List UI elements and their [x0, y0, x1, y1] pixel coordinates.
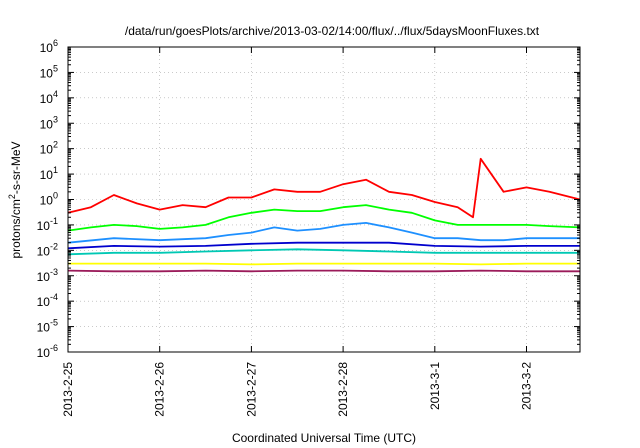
series-line-7 [67, 269, 580, 273]
y-tick-label: 10-6 [37, 343, 58, 360]
y-tick-label: 106 [40, 38, 58, 55]
series-line-1 [67, 157, 581, 219]
series-group [67, 157, 581, 273]
series-line-4 [67, 241, 580, 250]
chart-title: /data/run/goesPlots/archive/2013-03-02/1… [125, 24, 540, 38]
y-tick-label: 10-4 [37, 292, 58, 309]
x-tick-label: 2013-3-2 [520, 362, 534, 410]
series-line-5 [67, 248, 580, 256]
y-axis-ticks: 10-6 10-5 10-4 10-3 10-2 10-1 100 101 102 103 104 1… [37, 38, 580, 360]
y-tick-label: 103 [40, 114, 58, 131]
y-axis-label: protons/cm2-s-sr-MeV [7, 141, 23, 258]
x-tick-label: 2013-2-26 [153, 362, 167, 417]
y-tick-label: 10-3 [37, 267, 58, 284]
y-tick-label: 100 [40, 191, 58, 208]
y-tick-label: 10-1 [37, 216, 58, 233]
grid [68, 47, 580, 352]
series-line-2 [67, 204, 581, 232]
y-tick-label: 102 [40, 140, 58, 157]
y-tick-label: 10-5 [37, 318, 58, 335]
series-line-3 [67, 221, 580, 244]
x-tick-label: 2013-2-25 [61, 362, 75, 417]
x-tick-label: 2013-2-28 [336, 362, 350, 417]
x-tick-label: 2013-3-1 [428, 362, 442, 410]
y-tick-label: 10-2 [37, 241, 58, 258]
series-line-6 [68, 262, 580, 266]
x-axis-ticks: 2013-2-25 2013-2-26 2013-2-27 2013-2-28 2013… [61, 47, 534, 417]
y-tick-label: 101 [40, 165, 58, 182]
x-tick-label: 2013-2-27 [244, 362, 258, 417]
y-tick-label: 105 [40, 63, 58, 80]
x-axis-label: Coordinated Universal Time (UTC) [232, 431, 416, 445]
y-tick-label: 104 [40, 89, 58, 106]
